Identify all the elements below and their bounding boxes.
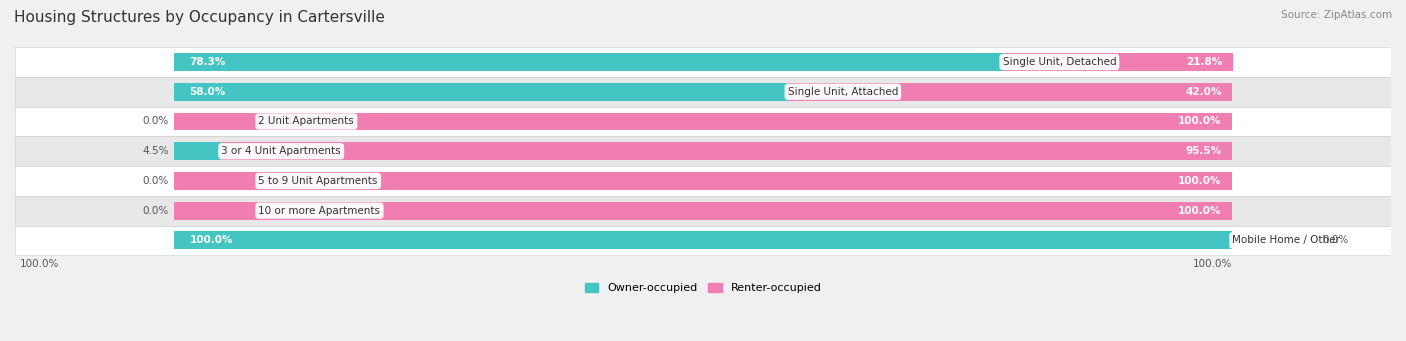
Text: 10 or more Apartments: 10 or more Apartments (259, 206, 381, 216)
Text: 21.8%: 21.8% (1187, 57, 1223, 67)
Text: 100.0%: 100.0% (1192, 259, 1232, 269)
Bar (174, 172, 259, 190)
Text: 0.0%: 0.0% (1322, 235, 1348, 246)
Bar (174, 172, 1232, 190)
Bar (174, 113, 1232, 130)
Text: 100.0%: 100.0% (1178, 206, 1222, 216)
Bar (174, 202, 1232, 220)
Bar (174, 83, 787, 101)
Text: 58.0%: 58.0% (190, 87, 226, 97)
Text: 0.0%: 0.0% (142, 176, 169, 186)
Bar (174, 232, 1232, 249)
Text: 78.3%: 78.3% (190, 57, 226, 67)
Bar (174, 113, 259, 130)
Text: 3 or 4 Unit Apartments: 3 or 4 Unit Apartments (221, 146, 342, 156)
Text: Single Unit, Detached: Single Unit, Detached (1002, 57, 1116, 67)
Bar (15, 225, 1391, 255)
Text: Source: ZipAtlas.com: Source: ZipAtlas.com (1281, 10, 1392, 20)
Text: 100.0%: 100.0% (190, 235, 233, 246)
Bar (15, 107, 1391, 136)
Text: 5 to 9 Unit Apartments: 5 to 9 Unit Apartments (259, 176, 378, 186)
Text: 0.0%: 0.0% (142, 206, 169, 216)
Bar (15, 196, 1391, 225)
Text: 2 Unit Apartments: 2 Unit Apartments (259, 117, 354, 127)
Bar (15, 166, 1391, 196)
Text: 95.5%: 95.5% (1185, 146, 1222, 156)
Text: 4.5%: 4.5% (142, 146, 169, 156)
Text: 0.0%: 0.0% (142, 117, 169, 127)
Text: 100.0%: 100.0% (1178, 117, 1222, 127)
Text: Housing Structures by Occupancy in Cartersville: Housing Structures by Occupancy in Carte… (14, 10, 385, 25)
Bar (174, 202, 259, 220)
Bar (15, 136, 1391, 166)
Bar (787, 83, 1232, 101)
Legend: Owner-occupied, Renter-occupied: Owner-occupied, Renter-occupied (581, 279, 825, 298)
Text: 42.0%: 42.0% (1185, 87, 1222, 97)
Text: Mobile Home / Other: Mobile Home / Other (1232, 235, 1340, 246)
Text: 100.0%: 100.0% (20, 259, 59, 269)
Bar (1002, 53, 1233, 71)
Bar (15, 47, 1391, 77)
Text: 100.0%: 100.0% (1178, 176, 1222, 186)
Bar (15, 77, 1391, 107)
Text: Single Unit, Attached: Single Unit, Attached (787, 87, 898, 97)
Bar (221, 142, 1232, 160)
Bar (174, 53, 1002, 71)
Bar (174, 142, 221, 160)
